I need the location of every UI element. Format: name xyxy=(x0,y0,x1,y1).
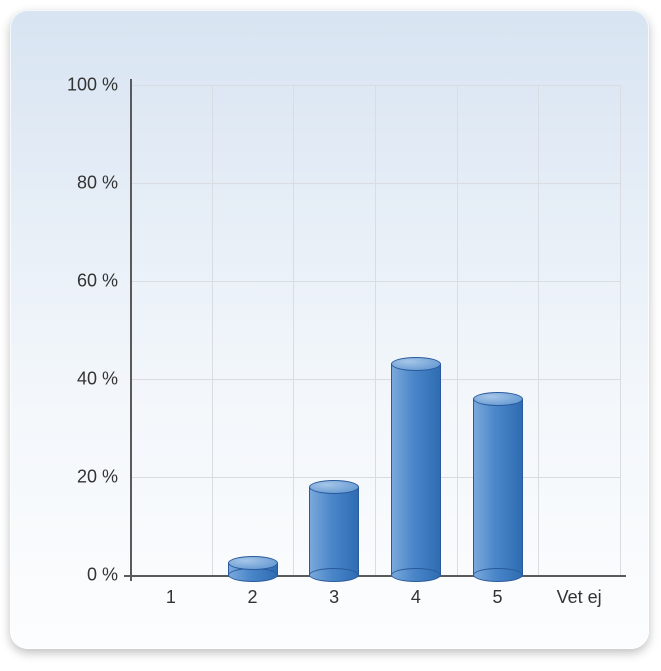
bar xyxy=(473,392,523,575)
bar-bottom xyxy=(473,568,523,582)
chart-card: 0 % 20 % 40 % 60 % 80 % 100 % 1 2 3 4 5 Vet ej xyxy=(10,10,649,649)
bar-body xyxy=(473,399,523,575)
grid-line-v xyxy=(212,85,213,575)
bar-body xyxy=(309,487,359,575)
bar-top xyxy=(473,392,523,406)
grid-line-v xyxy=(620,85,621,575)
x-tick-label: 4 xyxy=(411,587,421,608)
x-tick-label: 3 xyxy=(329,587,339,608)
x-tick-label: 1 xyxy=(166,587,176,608)
y-tick-label: 80 % xyxy=(77,173,118,194)
bar-bottom xyxy=(391,568,441,582)
y-tick-label: 0 % xyxy=(87,565,118,586)
grid-line-v xyxy=(375,85,376,575)
bar xyxy=(309,480,359,575)
y-tick-label: 20 % xyxy=(77,467,118,488)
bar-top xyxy=(309,480,359,494)
bar-bottom xyxy=(309,568,359,582)
bar-top xyxy=(228,556,278,570)
x-tick-label: 2 xyxy=(247,587,257,608)
grid-line-v xyxy=(457,85,458,575)
bar xyxy=(391,357,441,575)
y-axis-line xyxy=(130,79,132,581)
plot-area: 0 %20 %40 %60 %80 %100 %12345Vet ej xyxy=(130,85,620,575)
bar-bottom xyxy=(228,568,278,582)
bar xyxy=(228,556,278,575)
bar-body xyxy=(391,364,441,575)
x-tick-label: 5 xyxy=(492,587,502,608)
x-tick-label: Vet ej xyxy=(557,587,602,608)
grid-line-v xyxy=(538,85,539,575)
x-axis-line xyxy=(124,575,626,577)
y-tick-label: 40 % xyxy=(77,369,118,390)
grid-line-v xyxy=(293,85,294,575)
y-tick-label: 100 % xyxy=(67,75,118,96)
y-tick-label: 60 % xyxy=(77,271,118,292)
